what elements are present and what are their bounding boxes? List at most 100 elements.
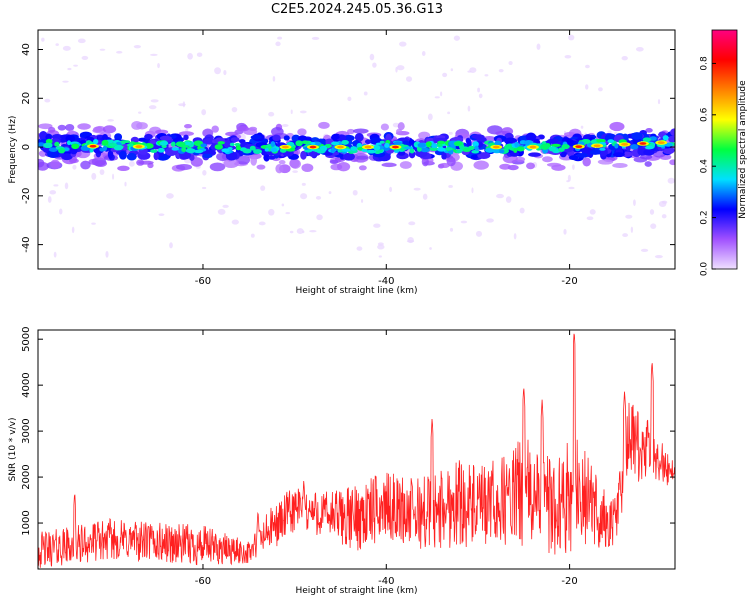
heatmap-cell bbox=[126, 152, 137, 161]
heatmap-cell bbox=[39, 131, 48, 140]
heatmap-cell bbox=[446, 156, 456, 167]
heatmap-cell bbox=[399, 161, 412, 169]
snr-y-tick-label: 3000 bbox=[21, 418, 32, 443]
heatmap-cell bbox=[38, 123, 53, 130]
heatmap-cell bbox=[107, 149, 114, 159]
heatmap-cell bbox=[217, 141, 225, 145]
heatmap-cell bbox=[516, 146, 525, 152]
heatmap-cell bbox=[133, 45, 141, 49]
heatmap-cell bbox=[397, 122, 405, 131]
colorbar-tick-label: 0.8 bbox=[700, 56, 710, 71]
heatmap-cell bbox=[352, 189, 358, 196]
heatmap-cell bbox=[185, 148, 196, 154]
heatmap-cell bbox=[519, 207, 525, 214]
heatmap-cell bbox=[299, 110, 307, 114]
chart-title: C2E5.2024.245.05.36.G13 bbox=[270, 2, 444, 17]
heatmap-cell bbox=[258, 221, 266, 226]
heatmap-cell bbox=[661, 200, 668, 204]
heatmap-cell bbox=[657, 99, 661, 105]
heatmap-x-tick-label: -60 bbox=[195, 276, 211, 287]
heatmap-cell bbox=[58, 147, 66, 154]
heatmap-cell bbox=[609, 121, 625, 132]
heatmap-cell bbox=[589, 209, 596, 215]
heatmap-cell bbox=[635, 46, 644, 52]
heatmap-cell bbox=[279, 148, 287, 153]
colorbar bbox=[711, 29, 738, 270]
heatmap-cell bbox=[49, 190, 57, 195]
heatmap-cell bbox=[612, 163, 628, 168]
heatmap-cell bbox=[361, 148, 368, 152]
heatmap-cell bbox=[58, 208, 63, 215]
heatmap-cell bbox=[643, 149, 655, 156]
heatmap-cell bbox=[546, 138, 559, 144]
heatmap-cell bbox=[379, 140, 385, 144]
heatmap-cell bbox=[316, 214, 323, 221]
heatmap-cell bbox=[645, 128, 653, 133]
heatmap-cell bbox=[373, 223, 381, 228]
heatmap-cell bbox=[309, 145, 317, 149]
heatmap-cell bbox=[649, 209, 655, 215]
heatmap-cell bbox=[477, 152, 491, 159]
heatmap-cell bbox=[91, 222, 96, 225]
heatmap-cell bbox=[301, 140, 309, 145]
heatmap-cell bbox=[541, 141, 547, 145]
heatmap-cell bbox=[413, 187, 421, 191]
heatmap-cell bbox=[117, 165, 130, 172]
heatmap-cell bbox=[271, 127, 284, 137]
heatmap-cell bbox=[396, 128, 403, 134]
heatmap-cell bbox=[492, 145, 500, 149]
heatmap-cell bbox=[236, 126, 250, 132]
heatmap-cell bbox=[582, 157, 591, 167]
heatmap-cell bbox=[589, 149, 601, 155]
heatmap-cell bbox=[420, 147, 431, 153]
heatmap-cell bbox=[176, 163, 192, 171]
heatmap-cell bbox=[448, 185, 453, 188]
heatmap-cell bbox=[330, 141, 340, 146]
heatmap-cell bbox=[369, 53, 375, 61]
heatmap-cell bbox=[508, 61, 513, 66]
heatmap-cell bbox=[486, 218, 494, 223]
heatmap-cell bbox=[150, 149, 158, 153]
heatmap-cell bbox=[66, 140, 71, 146]
heatmap-cell bbox=[640, 248, 649, 252]
heatmap-cell bbox=[234, 142, 241, 147]
heatmap-cell bbox=[350, 146, 358, 151]
heatmap-cell bbox=[301, 163, 314, 173]
heatmap-cell bbox=[250, 233, 255, 238]
heatmap-cell bbox=[166, 193, 174, 199]
heatmap-cell bbox=[572, 164, 575, 170]
heatmap-cell bbox=[202, 153, 213, 159]
heatmap-cell bbox=[183, 134, 189, 141]
heatmap-cell bbox=[99, 169, 105, 175]
heatmap-cell bbox=[138, 111, 142, 114]
heatmap-cell bbox=[310, 141, 316, 146]
heatmap-cell bbox=[236, 155, 251, 165]
heatmap-cell bbox=[447, 111, 451, 115]
heatmap-cell bbox=[429, 247, 432, 250]
heatmap-cell bbox=[89, 148, 94, 153]
heatmap-cell bbox=[642, 137, 652, 142]
heatmap-cell bbox=[409, 148, 415, 154]
heatmap-cell bbox=[509, 151, 520, 157]
heatmap-cell bbox=[268, 208, 275, 216]
snr-y-tick-label: 2000 bbox=[21, 464, 32, 489]
heatmap-cell bbox=[73, 64, 78, 67]
heatmap-cell bbox=[630, 144, 639, 150]
heatmap-cell bbox=[181, 147, 187, 153]
heatmap-cell bbox=[320, 147, 325, 151]
heatmap-cell bbox=[548, 146, 557, 152]
heatmap-cell bbox=[102, 133, 108, 141]
heatmap-cell bbox=[644, 161, 652, 167]
heatmap-cell bbox=[471, 187, 474, 194]
heatmap-cell bbox=[332, 135, 340, 140]
heatmap-cell bbox=[662, 135, 669, 141]
heatmap-cell bbox=[309, 229, 317, 233]
heatmap-cell bbox=[494, 140, 502, 146]
heatmap-cell bbox=[108, 142, 118, 147]
heatmap-cell bbox=[478, 93, 483, 99]
heatmap-cell bbox=[157, 62, 160, 69]
heatmap-cell bbox=[53, 251, 57, 258]
heatmap-cell bbox=[448, 131, 453, 135]
heatmap-cell bbox=[275, 41, 281, 47]
heatmap-x-tick-label: -40 bbox=[378, 276, 394, 287]
